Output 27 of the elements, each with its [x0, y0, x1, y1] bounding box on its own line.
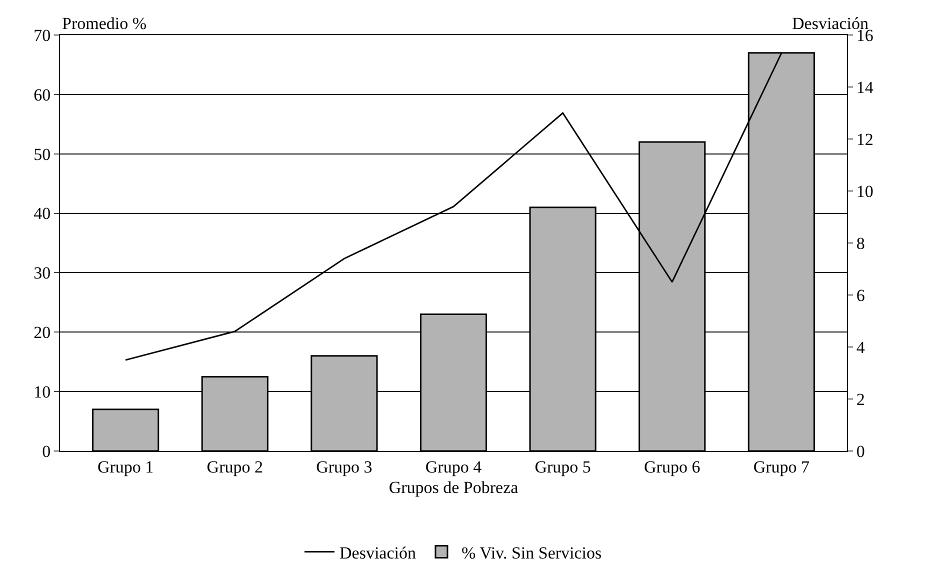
- y-tick-label: 20: [34, 323, 51, 342]
- legend-label: Desviación: [340, 543, 416, 562]
- y-tick-label: 70: [34, 26, 51, 45]
- x-tick-label: Grupo 4: [425, 457, 482, 476]
- legend-label: % Viv. Sin Servicios: [461, 543, 602, 562]
- y-tick-label: 0: [42, 442, 51, 461]
- y-tick-label: 30: [34, 264, 51, 283]
- x-tick-label: Grupo 5: [534, 457, 591, 476]
- y2-tick-label: 0: [856, 442, 865, 461]
- x-tick-label: Grupo 2: [206, 457, 263, 476]
- y2-tick-label: 12: [856, 130, 874, 149]
- x-tick-label: Grupo 3: [316, 457, 372, 476]
- y2-tick-label: 4: [856, 338, 866, 357]
- y-tick-label: 40: [34, 204, 51, 224]
- x-tick-label: Grupo 7: [753, 457, 810, 476]
- x-tick-label: Grupo 6: [644, 457, 700, 476]
- y2-tick-label: 14: [856, 78, 874, 97]
- y2-tick-label: 6: [856, 286, 865, 305]
- y2-tick-label: 8: [856, 234, 865, 253]
- x-tick-label: Grupo 1: [97, 457, 154, 476]
- x-axis-title: Grupos de Pobreza: [388, 478, 519, 497]
- y-tick-label: 10: [34, 382, 51, 402]
- y-axis-title: Promedio %: [62, 14, 147, 33]
- y-tick-label: 60: [34, 85, 51, 104]
- y2-tick-label: 2: [856, 390, 865, 409]
- y2-tick-label: 10: [856, 182, 874, 201]
- y-tick-label: 50: [34, 144, 51, 164]
